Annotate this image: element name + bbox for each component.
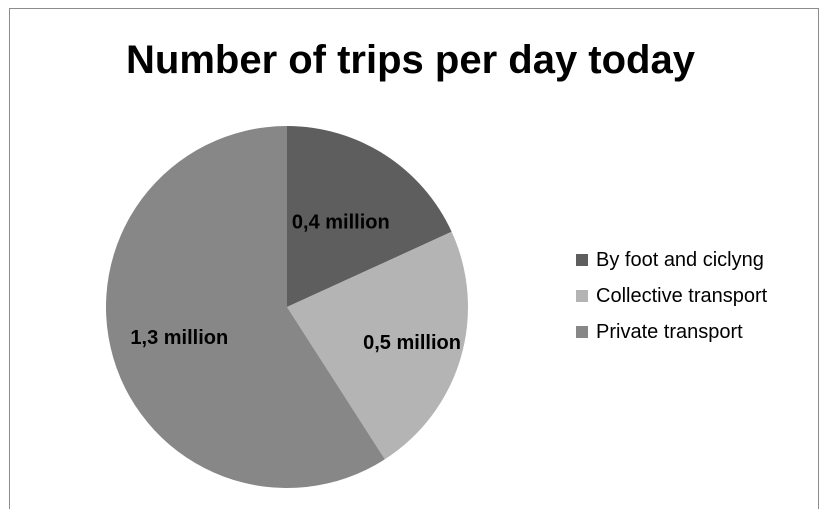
- legend-label-by-foot: By foot and ciclyng: [596, 248, 764, 271]
- pie-slice-collective: [287, 231, 469, 460]
- legend-swatch-private: [576, 326, 588, 338]
- pie-labels: 0,4 million 0,5 million 1,3 million: [130, 212, 461, 354]
- legend-swatch-by-foot: [576, 254, 588, 266]
- legend: By foot and ciclyng Collective transport…: [576, 242, 816, 350]
- pie-label-by-foot: 0,4 million: [292, 212, 390, 234]
- legend-item-collective: Collective transport: [576, 278, 816, 314]
- legend-item-private: Private transport: [576, 314, 816, 350]
- pie-label-collective: 0,5 million: [363, 332, 461, 354]
- pie-slices: [106, 126, 469, 488]
- pie-slice-by-foot: [287, 126, 452, 307]
- legend-swatch-collective: [576, 290, 588, 302]
- legend-item-by-foot: By foot and ciclyng: [576, 242, 816, 278]
- legend-label-collective: Collective transport: [596, 284, 768, 307]
- pie-slice-private: [106, 126, 385, 488]
- pie-label-private: 1,3 million: [130, 327, 228, 349]
- legend-label-private: Private transport: [596, 320, 743, 343]
- chart-title: Number of trips per day today: [126, 38, 695, 82]
